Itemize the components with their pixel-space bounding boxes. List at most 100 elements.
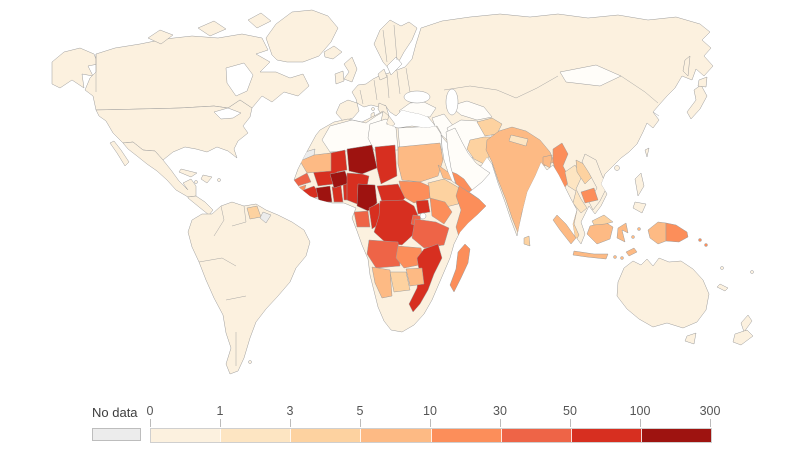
country-mongolia[interactable] — [559, 64, 622, 87]
legend-color-bar — [150, 428, 712, 443]
country-ireland[interactable] — [334, 70, 345, 85]
country-sri-lanka[interactable] — [523, 235, 531, 247]
country-zimbabwe[interactable] — [405, 267, 425, 287]
country-lesser-sunda[interactable] — [620, 256, 624, 260]
country-indonesia-sumatra[interactable] — [552, 214, 577, 245]
country-japan-hokkaido[interactable] — [697, 76, 708, 88]
country-sakhalin[interactable] — [682, 55, 691, 77]
country-philippines[interactable] — [634, 172, 645, 197]
country-nepal[interactable] — [508, 134, 529, 147]
country-lesser-sunda[interactable] — [613, 255, 617, 259]
country-tanzania[interactable] — [411, 218, 450, 249]
country-cote-divoire[interactable] — [315, 185, 333, 203]
country-chad[interactable] — [374, 144, 398, 185]
country-puerto-rico[interactable] — [217, 178, 221, 182]
country-maluku[interactable] — [631, 235, 635, 239]
country-iceland[interactable] — [323, 45, 343, 60]
country-sierra-leone[interactable] — [297, 195, 310, 206]
country-papua-new-guinea[interactable] — [665, 222, 689, 243]
internal-borders — [95, 24, 660, 366]
country-new-caledonia[interactable] — [716, 283, 729, 292]
country-fiji[interactable] — [750, 270, 754, 274]
country-sudan[interactable] — [397, 142, 444, 183]
country-afghanistan[interactable] — [476, 117, 503, 137]
country-cuba[interactable] — [178, 168, 198, 178]
country-kenya[interactable] — [429, 197, 453, 225]
country-indonesia-kalimantan[interactable] — [586, 221, 614, 245]
black-sea — [403, 90, 431, 104]
great-lakes — [213, 107, 242, 120]
country-angola[interactable] — [366, 239, 401, 269]
country-indonesia-java[interactable] — [572, 250, 609, 260]
country-vietnam[interactable] — [581, 153, 608, 211]
legend-scale: 0 1 3 5 10 30 50 100 300 — [146, 402, 720, 449]
country-south-america[interactable] — [187, 201, 311, 375]
lake-victoria — [419, 212, 427, 220]
legend-bin-1–3[interactable] — [220, 429, 291, 442]
country-taiwan[interactable] — [644, 147, 650, 158]
country-niger[interactable] — [346, 144, 378, 175]
country-vanuatu[interactable] — [720, 266, 724, 270]
country-hainan[interactable] — [614, 165, 620, 171]
legend-tick-mark — [290, 419, 291, 427]
country-new-zealand-north[interactable] — [740, 314, 753, 333]
country-new-zealand-south[interactable] — [732, 329, 754, 346]
legend-tick-label: 10 — [423, 404, 437, 418]
legend-tick-label: 0 — [146, 404, 154, 418]
legend-bin-3–5[interactable] — [290, 429, 361, 442]
legend-bin-100–300[interactable] — [640, 429, 711, 442]
country-new-guinea-west[interactable] — [647, 221, 667, 245]
legend-tick-label: 300 — [699, 404, 721, 418]
country-philippines-mindanao[interactable] — [632, 201, 647, 214]
country-zambia[interactable] — [395, 245, 425, 269]
country-madagascar[interactable] — [449, 243, 471, 293]
country-french-guiana[interactable] — [259, 211, 272, 224]
baltic-sea — [386, 56, 403, 76]
country-japan[interactable] — [686, 84, 708, 120]
country-eurasia-mainland[interactable] — [335, 13, 714, 245]
country-timor[interactable] — [625, 247, 638, 257]
country-malaysia-borneo[interactable] — [591, 214, 614, 226]
legend-tick-label: 1 — [216, 404, 224, 418]
country-jamaica[interactable] — [194, 180, 198, 184]
country-botswana[interactable] — [389, 271, 411, 293]
legend-bin-10–30[interactable] — [430, 429, 501, 442]
country-mauritania[interactable] — [299, 152, 332, 174]
country-mexico-baja[interactable] — [109, 140, 130, 167]
country-central-america[interactable] — [187, 195, 214, 216]
country-solomon-islands[interactable] — [704, 243, 708, 247]
country-arctic-islands[interactable] — [197, 20, 227, 37]
legend-bin-50–100[interactable] — [570, 429, 641, 442]
country-arctic-islands[interactable] — [147, 29, 174, 45]
country-maluku[interactable] — [637, 227, 641, 231]
country-greenland[interactable] — [265, 9, 339, 63]
country-liberia[interactable] — [305, 198, 321, 210]
country-equatorial-guinea-gabon[interactable] — [353, 210, 371, 228]
country-dr-congo[interactable] — [373, 199, 420, 246]
country-namibia[interactable] — [371, 266, 393, 299]
country-tasmania[interactable] — [684, 332, 697, 345]
country-arctic-islands[interactable] — [247, 12, 272, 29]
eurasia-countries — [398, 64, 622, 243]
continent-north-america — [51, 9, 343, 216]
country-corsica[interactable] — [371, 107, 375, 111]
country-cambodia[interactable] — [580, 187, 599, 204]
country-solomon-islands[interactable] — [698, 238, 702, 242]
country-falkland-islands[interactable] — [248, 360, 252, 364]
legend-bin-0–1[interactable] — [151, 429, 221, 442]
country-mexico[interactable] — [122, 141, 197, 198]
country-indonesia-sulawesi[interactable] — [616, 222, 629, 243]
legend-bin-5–10[interactable] — [360, 429, 431, 442]
no-data-swatch[interactable] — [92, 428, 141, 441]
country-uganda[interactable] — [415, 199, 431, 215]
legend-bin-30–50[interactable] — [500, 429, 571, 442]
legend-tick-mark — [430, 419, 431, 427]
map-legend: No data 0 1 3 5 10 30 50 100 300 — [0, 402, 800, 449]
country-australia[interactable] — [616, 257, 710, 329]
country-turkmenistan-uzbekistan[interactable] — [449, 100, 493, 121]
country-somalia[interactable] — [455, 185, 486, 238]
country-hispaniola[interactable] — [200, 174, 213, 184]
country-united-kingdom[interactable] — [343, 56, 358, 83]
continent-oceania — [616, 257, 754, 346]
